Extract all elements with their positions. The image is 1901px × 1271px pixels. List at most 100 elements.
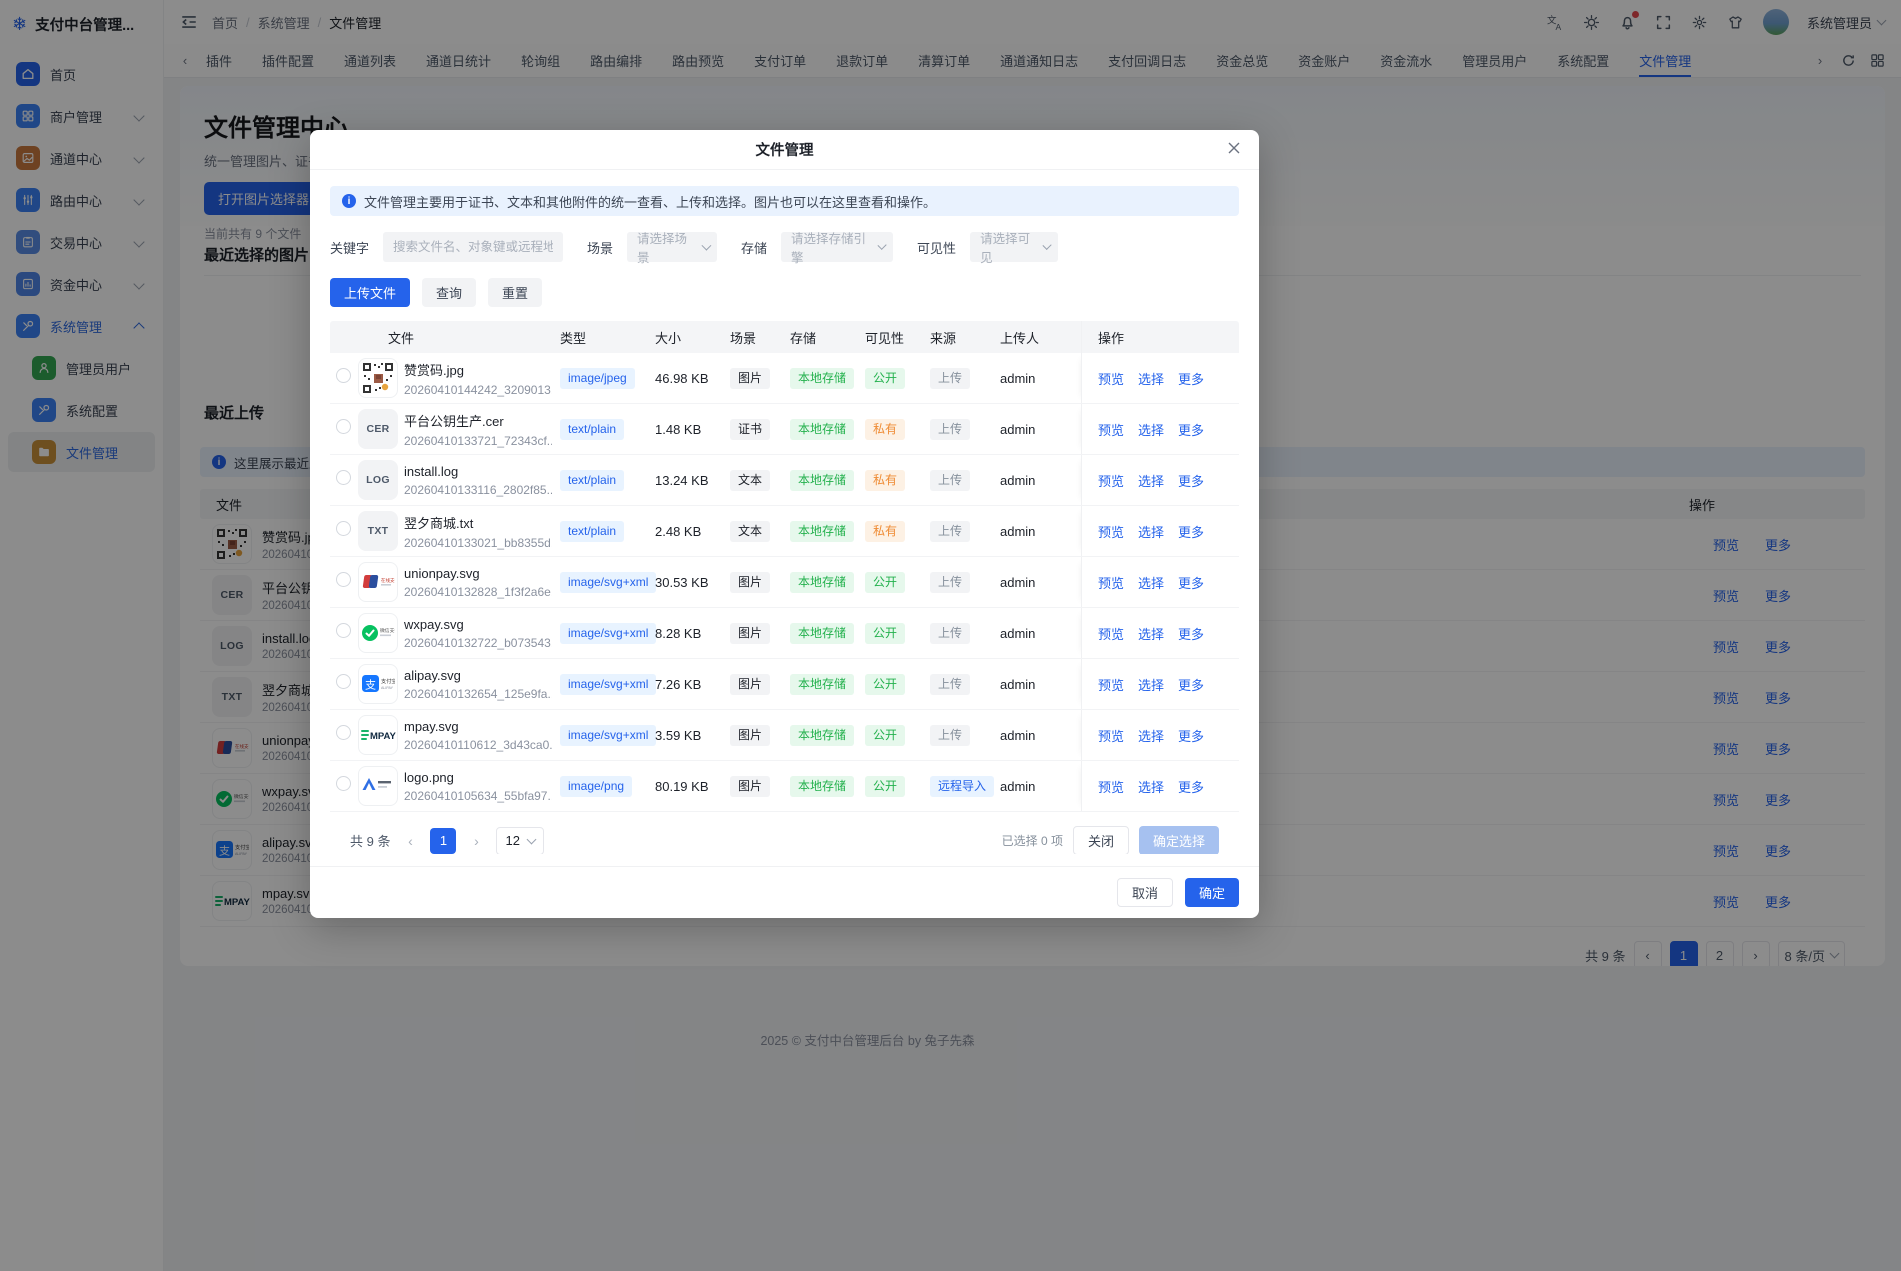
scene-select[interactable]: 请选择场景	[627, 232, 718, 265]
row-action-preview[interactable]: 预览	[1713, 843, 1740, 859]
visibility-select[interactable]: 请选择可见	[970, 232, 1059, 265]
row-action-more[interactable]: 更多	[1178, 371, 1205, 387]
sidebar-item-system[interactable]: 系统管理	[8, 306, 155, 346]
tab-插件[interactable]: 插件	[206, 54, 233, 69]
row-action-select[interactable]: 选择	[1138, 677, 1165, 693]
tab-支付订单[interactable]: 支付订单	[754, 54, 807, 69]
tab-插件配置[interactable]: 插件配置	[262, 54, 315, 69]
row-action-select[interactable]: 选择	[1138, 575, 1165, 591]
tab-通道日统计[interactable]: 通道日统计	[426, 54, 492, 69]
row-action-preview[interactable]: 预览	[1098, 626, 1125, 642]
row-action-select[interactable]: 选择	[1138, 779, 1165, 795]
cancel-button[interactable]: 取消	[1116, 878, 1173, 907]
row-radio[interactable]	[336, 368, 351, 383]
upload-file-button[interactable]: 上传文件	[330, 278, 411, 307]
apps-grid-icon[interactable]	[1870, 53, 1885, 68]
tab-清算订单[interactable]: 清算订单	[918, 54, 971, 69]
row-radio[interactable]	[336, 521, 351, 536]
row-radio[interactable]	[336, 776, 351, 791]
breadcrumb-item[interactable]: 系统管理	[257, 15, 310, 31]
sidebar-item-route[interactable]: 路由中心	[8, 180, 155, 220]
row-action-preview[interactable]: 预览	[1713, 639, 1740, 655]
row-action-more[interactable]: 更多	[1178, 779, 1205, 795]
next-page-icon[interactable]: ›	[474, 832, 479, 849]
page-number-1[interactable]: 1	[430, 827, 457, 854]
sidebar-item-file-management[interactable]: 文件管理	[8, 432, 155, 472]
row-action-more[interactable]: 更多	[1765, 894, 1792, 910]
bell-icon[interactable]	[1619, 11, 1639, 31]
row-action-more[interactable]: 更多	[1765, 843, 1792, 859]
breadcrumb-item[interactable]: 首页	[212, 15, 239, 31]
close-icon[interactable]	[1227, 141, 1245, 159]
theme-sun-icon[interactable]	[1583, 13, 1601, 31]
close-button[interactable]: 关闭	[1072, 826, 1129, 854]
tab-资金账户[interactable]: 资金账户	[1298, 54, 1351, 69]
user-menu[interactable]: 系统管理员	[1807, 13, 1887, 32]
appearance-icon[interactable]	[1727, 13, 1745, 31]
tab-资金总览[interactable]: 资金总览	[1216, 54, 1269, 69]
tab-scroll-right-icon[interactable]: ›	[1817, 53, 1823, 68]
row-action-more[interactable]: 更多	[1765, 639, 1792, 655]
storage-select[interactable]: 请选择存储引擎	[781, 232, 894, 265]
row-action-more[interactable]: 更多	[1765, 537, 1792, 553]
prev-page-icon[interactable]: ‹	[1633, 941, 1662, 966]
keyword-input[interactable]	[383, 232, 564, 262]
row-action-more[interactable]: 更多	[1178, 626, 1205, 642]
row-radio[interactable]	[336, 572, 351, 587]
row-action-more[interactable]: 更多	[1178, 728, 1205, 744]
row-action-preview[interactable]: 预览	[1713, 537, 1740, 553]
tab-轮询组[interactable]: 轮询组	[521, 54, 561, 69]
prev-page-icon[interactable]: ‹	[408, 832, 413, 849]
ok-button[interactable]: 确定	[1184, 878, 1239, 907]
sidebar-collapse-icon[interactable]	[180, 13, 198, 31]
reset-button[interactable]: 重置	[488, 278, 543, 307]
gear-icon[interactable]	[1691, 13, 1709, 31]
sidebar-item-fund[interactable]: 资金中心	[8, 264, 155, 304]
row-action-preview[interactable]: 预览	[1098, 575, 1125, 591]
tab-scroll-left-icon[interactable]: ‹	[182, 53, 188, 68]
sidebar-item-admin-users[interactable]: 管理员用户	[8, 348, 155, 388]
row-action-preview[interactable]: 预览	[1098, 524, 1125, 540]
tab-资金流水[interactable]: 资金流水	[1380, 54, 1433, 69]
sidebar-item-merchant[interactable]: 商户管理	[8, 96, 155, 136]
row-action-preview[interactable]: 预览	[1098, 728, 1125, 744]
row-radio[interactable]	[336, 674, 351, 689]
query-button[interactable]: 查询	[422, 278, 477, 307]
confirm-select-button[interactable]: 确定选择	[1138, 826, 1219, 854]
row-action-more[interactable]: 更多	[1178, 575, 1205, 591]
row-action-preview[interactable]: 预览	[1713, 792, 1740, 808]
tab-路由预览[interactable]: 路由预览	[672, 54, 725, 69]
row-action-more[interactable]: 更多	[1765, 690, 1792, 706]
row-action-select[interactable]: 选择	[1138, 728, 1165, 744]
sidebar-item-channel[interactable]: 通道中心	[8, 138, 155, 178]
sidebar-item-home[interactable]: 首页	[8, 54, 155, 94]
row-action-preview[interactable]: 预览	[1713, 894, 1740, 910]
avatar[interactable]	[1762, 9, 1789, 35]
tab-通道通知日志[interactable]: 通道通知日志	[1000, 54, 1079, 69]
row-action-more[interactable]: 更多	[1765, 588, 1792, 604]
row-action-select[interactable]: 选择	[1138, 524, 1165, 540]
next-page-icon[interactable]: ›	[1741, 941, 1770, 966]
row-action-preview[interactable]: 预览	[1098, 371, 1125, 387]
tab-文件管理[interactable]: 文件管理	[1639, 44, 1692, 77]
tab-路由编排[interactable]: 路由编排	[590, 54, 643, 69]
row-action-select[interactable]: 选择	[1138, 473, 1165, 489]
sidebar-item-trade[interactable]: 交易中心	[8, 222, 155, 262]
row-action-more[interactable]: 更多	[1765, 741, 1792, 757]
row-action-more[interactable]: 更多	[1178, 677, 1205, 693]
row-action-more[interactable]: 更多	[1178, 524, 1205, 540]
row-radio[interactable]	[336, 623, 351, 638]
row-action-more[interactable]: 更多	[1178, 422, 1205, 438]
row-radio[interactable]	[336, 419, 351, 434]
row-action-select[interactable]: 选择	[1138, 422, 1165, 438]
open-image-picker-button[interactable]: 打开图片选择器	[204, 182, 324, 215]
row-action-preview[interactable]: 预览	[1098, 473, 1125, 489]
tab-支付回调日志[interactable]: 支付回调日志	[1108, 54, 1187, 69]
row-action-preview[interactable]: 预览	[1713, 741, 1740, 757]
refresh-icon[interactable]	[1841, 53, 1856, 68]
row-action-more[interactable]: 更多	[1765, 792, 1792, 808]
row-action-more[interactable]: 更多	[1178, 473, 1205, 489]
row-action-select[interactable]: 选择	[1138, 626, 1165, 642]
row-action-preview[interactable]: 预览	[1713, 690, 1740, 706]
page-size-select[interactable]: 12	[496, 826, 544, 854]
